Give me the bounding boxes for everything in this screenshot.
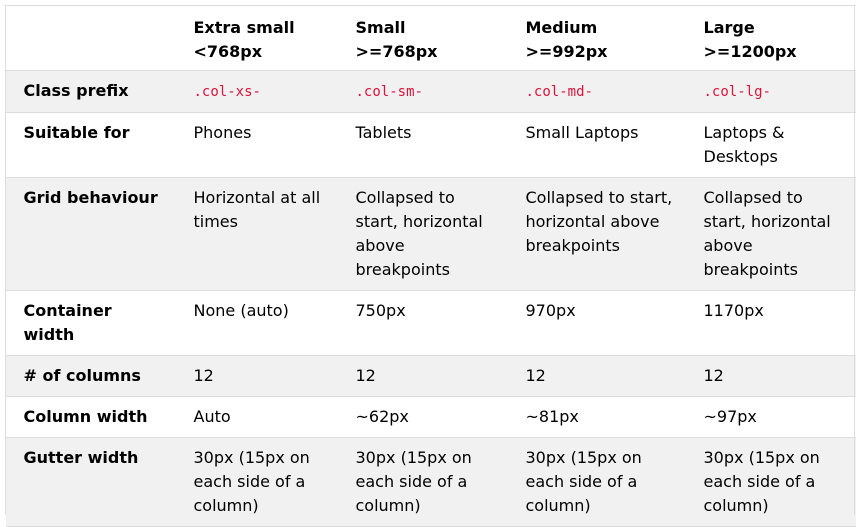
row-label: Container width	[5, 290, 176, 356]
class-prefix-code: .col-lg-	[703, 84, 771, 100]
header-name: Large	[703, 18, 755, 37]
class-prefix-code: .col-md-	[525, 84, 593, 100]
class-prefix-code: .col-xs-	[193, 84, 261, 100]
table-cell: Laptops & Desktops	[685, 112, 856, 178]
table-cell: Collapsed to start, horizontal above bre…	[507, 177, 686, 291]
table-cell: Auto	[175, 396, 338, 438]
header-name: Extra small	[193, 18, 295, 37]
header-row: Extra small <768px Small >=768px Medium …	[5, 5, 856, 71]
row-suitable-for: Suitable for Phones Tablets Small Laptop…	[5, 112, 856, 178]
table-cell: Phones	[175, 112, 338, 178]
table-cell: Horizontal at all times	[175, 177, 338, 291]
header-range: >=992px	[525, 42, 608, 61]
table-cell: 12	[337, 355, 508, 397]
table-cell: 30px (15px on each side of a column)	[685, 437, 856, 527]
table-cell: 750px	[337, 290, 508, 356]
header-medium: Medium >=992px	[507, 5, 686, 71]
table-cell: .col-xs-	[175, 70, 338, 113]
header-corner	[5, 5, 176, 71]
row-grid-behaviour: Grid behaviour Horizontal at all times C…	[5, 177, 856, 291]
header-range: <768px	[193, 42, 263, 61]
table-cell: None (auto)	[175, 290, 338, 356]
table-cell: 12	[175, 355, 338, 397]
table-cell: 12	[507, 355, 686, 397]
row-label: Class prefix	[5, 70, 176, 113]
table-cell: 30px (15px on each side of a column)	[337, 437, 508, 527]
grid-options-table: Extra small <768px Small >=768px Medium …	[5, 5, 856, 527]
header-range: >=1200px	[703, 42, 797, 61]
header-small: Small >=768px	[337, 5, 508, 71]
table-cell: Small Laptops	[507, 112, 686, 178]
row-label: Grid behaviour	[5, 177, 176, 291]
table-cell: 12	[685, 355, 856, 397]
header-name: Medium	[525, 18, 598, 37]
row-column-width: Column width Auto ~62px ~81px ~97px	[5, 396, 856, 438]
header-large: Large >=1200px	[685, 5, 856, 71]
row-gutter-width: Gutter width 30px (15px on each side of …	[5, 437, 856, 527]
class-prefix-code: .col-sm-	[355, 84, 423, 100]
row-label: # of columns	[5, 355, 176, 397]
table-cell: Collapsed to start, horizontal above bre…	[685, 177, 856, 291]
table-cell: .col-sm-	[337, 70, 508, 113]
table-cell: ~81px	[507, 396, 686, 438]
table-cell: .col-lg-	[685, 70, 856, 113]
row-label: Column width	[5, 396, 176, 438]
row-number-of-columns: # of columns 12 12 12 12	[5, 355, 856, 397]
row-container-width: Container width None (auto) 750px 970px …	[5, 290, 856, 356]
row-label: Suitable for	[5, 112, 176, 178]
table-cell: ~62px	[337, 396, 508, 438]
table-cell: 1170px	[685, 290, 856, 356]
header-range: >=768px	[355, 42, 438, 61]
table-cell: 30px (15px on each side of a column)	[507, 437, 686, 527]
row-class-prefix: Class prefix .col-xs- .col-sm- .col-md- …	[5, 70, 856, 113]
table-cell: 970px	[507, 290, 686, 356]
table-cell: .col-md-	[507, 70, 686, 113]
table-cell: Tablets	[337, 112, 508, 178]
table-cell: 30px (15px on each side of a column)	[175, 437, 338, 527]
header-name: Small	[355, 18, 406, 37]
row-label: Gutter width	[5, 437, 176, 527]
table-cell: ~97px	[685, 396, 856, 438]
header-extra-small: Extra small <768px	[175, 5, 338, 71]
table-cell: Collapsed to start, horizontal above bre…	[337, 177, 508, 291]
